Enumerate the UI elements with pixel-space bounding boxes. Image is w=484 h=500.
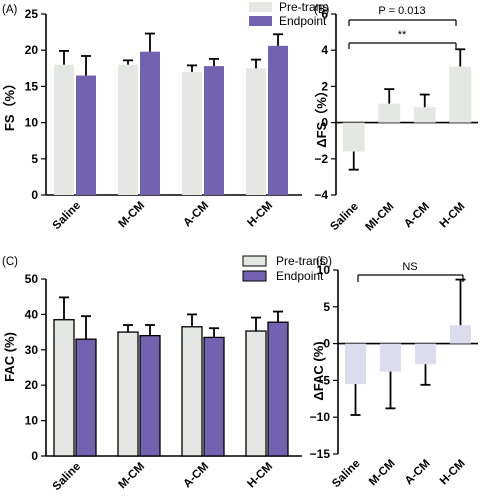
y-tick-label: 10: [25, 116, 39, 130]
y-tick-label: 5: [323, 300, 330, 314]
bar-a-cm-endpoint: [203, 336, 225, 457]
panel-a-label: (A): [2, 4, 18, 16]
x-tick-label: Saline: [328, 201, 360, 233]
panel-d-y-label: ΔFAC (%): [311, 341, 326, 400]
bar-a-cm-endpoint: [204, 66, 224, 196]
y-tick-label: 10: [25, 414, 39, 428]
bar-a-cm: [415, 343, 436, 365]
y-tick-label: −15: [310, 447, 331, 461]
bar-h-cm-pre-trans: [245, 330, 267, 457]
panel-b-label: (B): [314, 4, 330, 16]
bar-a-cm-pre-trans: [182, 71, 202, 195]
ns-label: NS: [402, 261, 417, 273]
panel-a: (A) FS（%） Pre-trans Endpoint 0510152025S…: [2, 0, 328, 232]
y-tick-label: −5: [316, 373, 330, 387]
bar-m-cm: [380, 343, 401, 372]
legend-swatch-pre-trans: [242, 255, 267, 267]
bar-saline-pre-trans: [54, 64, 74, 196]
significance-label: **: [398, 29, 407, 41]
y-tick-label: 50: [25, 272, 39, 286]
bar-m-cm-pre-trans: [117, 331, 139, 457]
x-tick-label: M-CM: [117, 461, 148, 492]
x-tick-label: M-CM: [117, 200, 148, 231]
x-tick-label: A-CM: [181, 461, 211, 491]
y-tick-label: 2: [321, 79, 328, 93]
bar-saline-endpoint: [75, 338, 97, 457]
legend-swatch-pre-trans: [249, 2, 272, 12]
x-tick-label: Saline: [51, 200, 83, 232]
x-tick-label: M-CM: [367, 458, 398, 489]
panel-a-legend: Pre-trans Endpoint: [249, 0, 328, 28]
y-tick-label: 5: [31, 152, 38, 166]
y-tick-label: 0: [321, 116, 328, 130]
bar-saline-pre-trans: [53, 319, 75, 457]
legend-label-endpoint: Endpoint: [276, 269, 324, 283]
legend-label-pre-trans: Pre-trans: [276, 254, 325, 268]
bar-h-cm-endpoint: [267, 321, 289, 457]
y-tick-label: −2: [314, 152, 328, 166]
bar-saline: [345, 343, 366, 385]
bar-saline-endpoint: [76, 75, 96, 195]
panel-b: (B) ΔFS（%） P = 0.013 ** −4 −2 0 2 4 6 Saline MI…: [314, 4, 478, 234]
panel-b-y-label: ΔFS（%）: [314, 84, 329, 148]
bar-a-cm-pre-trans: [181, 326, 203, 457]
panel-d-label: (D): [316, 256, 332, 268]
x-tick-label: H-CM: [245, 200, 275, 230]
bar-h-cm-endpoint: [268, 45, 288, 195]
bar-m-cm-endpoint: [139, 334, 161, 457]
x-tick-label: MI-CM: [363, 201, 396, 234]
x-tick-label: A-CM: [181, 200, 211, 230]
bar-h-cm: [449, 66, 472, 123]
y-tick-label: −10: [310, 410, 331, 424]
y-tick-label: 6: [321, 7, 328, 21]
panel-c-legend: Pre-trans Endpoint: [242, 254, 325, 283]
y-tick-label: 20: [25, 378, 39, 392]
bar-mi-cm: [378, 103, 401, 123]
y-tick-label: 0: [31, 188, 38, 202]
bar-a-cm: [413, 107, 436, 123]
x-tick-label: H-CM: [438, 201, 468, 231]
p-value-label: P = 0.013: [378, 5, 425, 17]
legend-swatch-endpoint: [249, 16, 272, 26]
legend-label-endpoint: Endpoint: [279, 14, 327, 28]
x-tick-label: Saline: [51, 461, 83, 493]
bar-m-cm-pre-trans: [118, 64, 138, 196]
y-tick-label: 30: [25, 343, 39, 357]
panel-c-y-label: FAC (%): [2, 332, 17, 382]
panel-c-label: (C): [2, 256, 18, 268]
x-tick-label: A-CM: [402, 201, 432, 231]
x-tick-label: A-CM: [403, 458, 433, 488]
y-tick-label: 40: [25, 307, 39, 321]
y-tick-label: 20: [25, 43, 39, 57]
x-tick-label: H-CM: [245, 461, 275, 491]
y-tick-label: 25: [25, 7, 39, 21]
bar-h-cm: [450, 325, 471, 344]
bar-h-cm-pre-trans: [246, 68, 266, 195]
y-tick-label: −4: [314, 188, 328, 202]
panel-c: (C) FAC (%) Pre-trans Endpoint 0 10 20 30 40…: [2, 254, 325, 493]
y-tick-label: 10: [317, 263, 331, 277]
legend-label-pre-trans: Pre-trans: [279, 0, 328, 14]
x-tick-label: Saline: [330, 458, 362, 490]
y-tick-label: 0: [323, 337, 330, 351]
y-tick-label: 15: [25, 79, 39, 93]
bar-m-cm-endpoint: [140, 51, 160, 196]
panel-a-y-label: FS（%）: [2, 77, 17, 131]
y-tick-label: 0: [31, 449, 38, 463]
legend-swatch-endpoint: [242, 270, 267, 282]
panel-d: (D) ΔFAC (%) NS −15 −10 −5 0 5 10 Saline M-CM A-…: [310, 256, 478, 490]
x-tick-label: H-CM: [438, 458, 468, 488]
y-tick-label: 4: [321, 43, 328, 57]
bar-saline: [342, 122, 365, 152]
